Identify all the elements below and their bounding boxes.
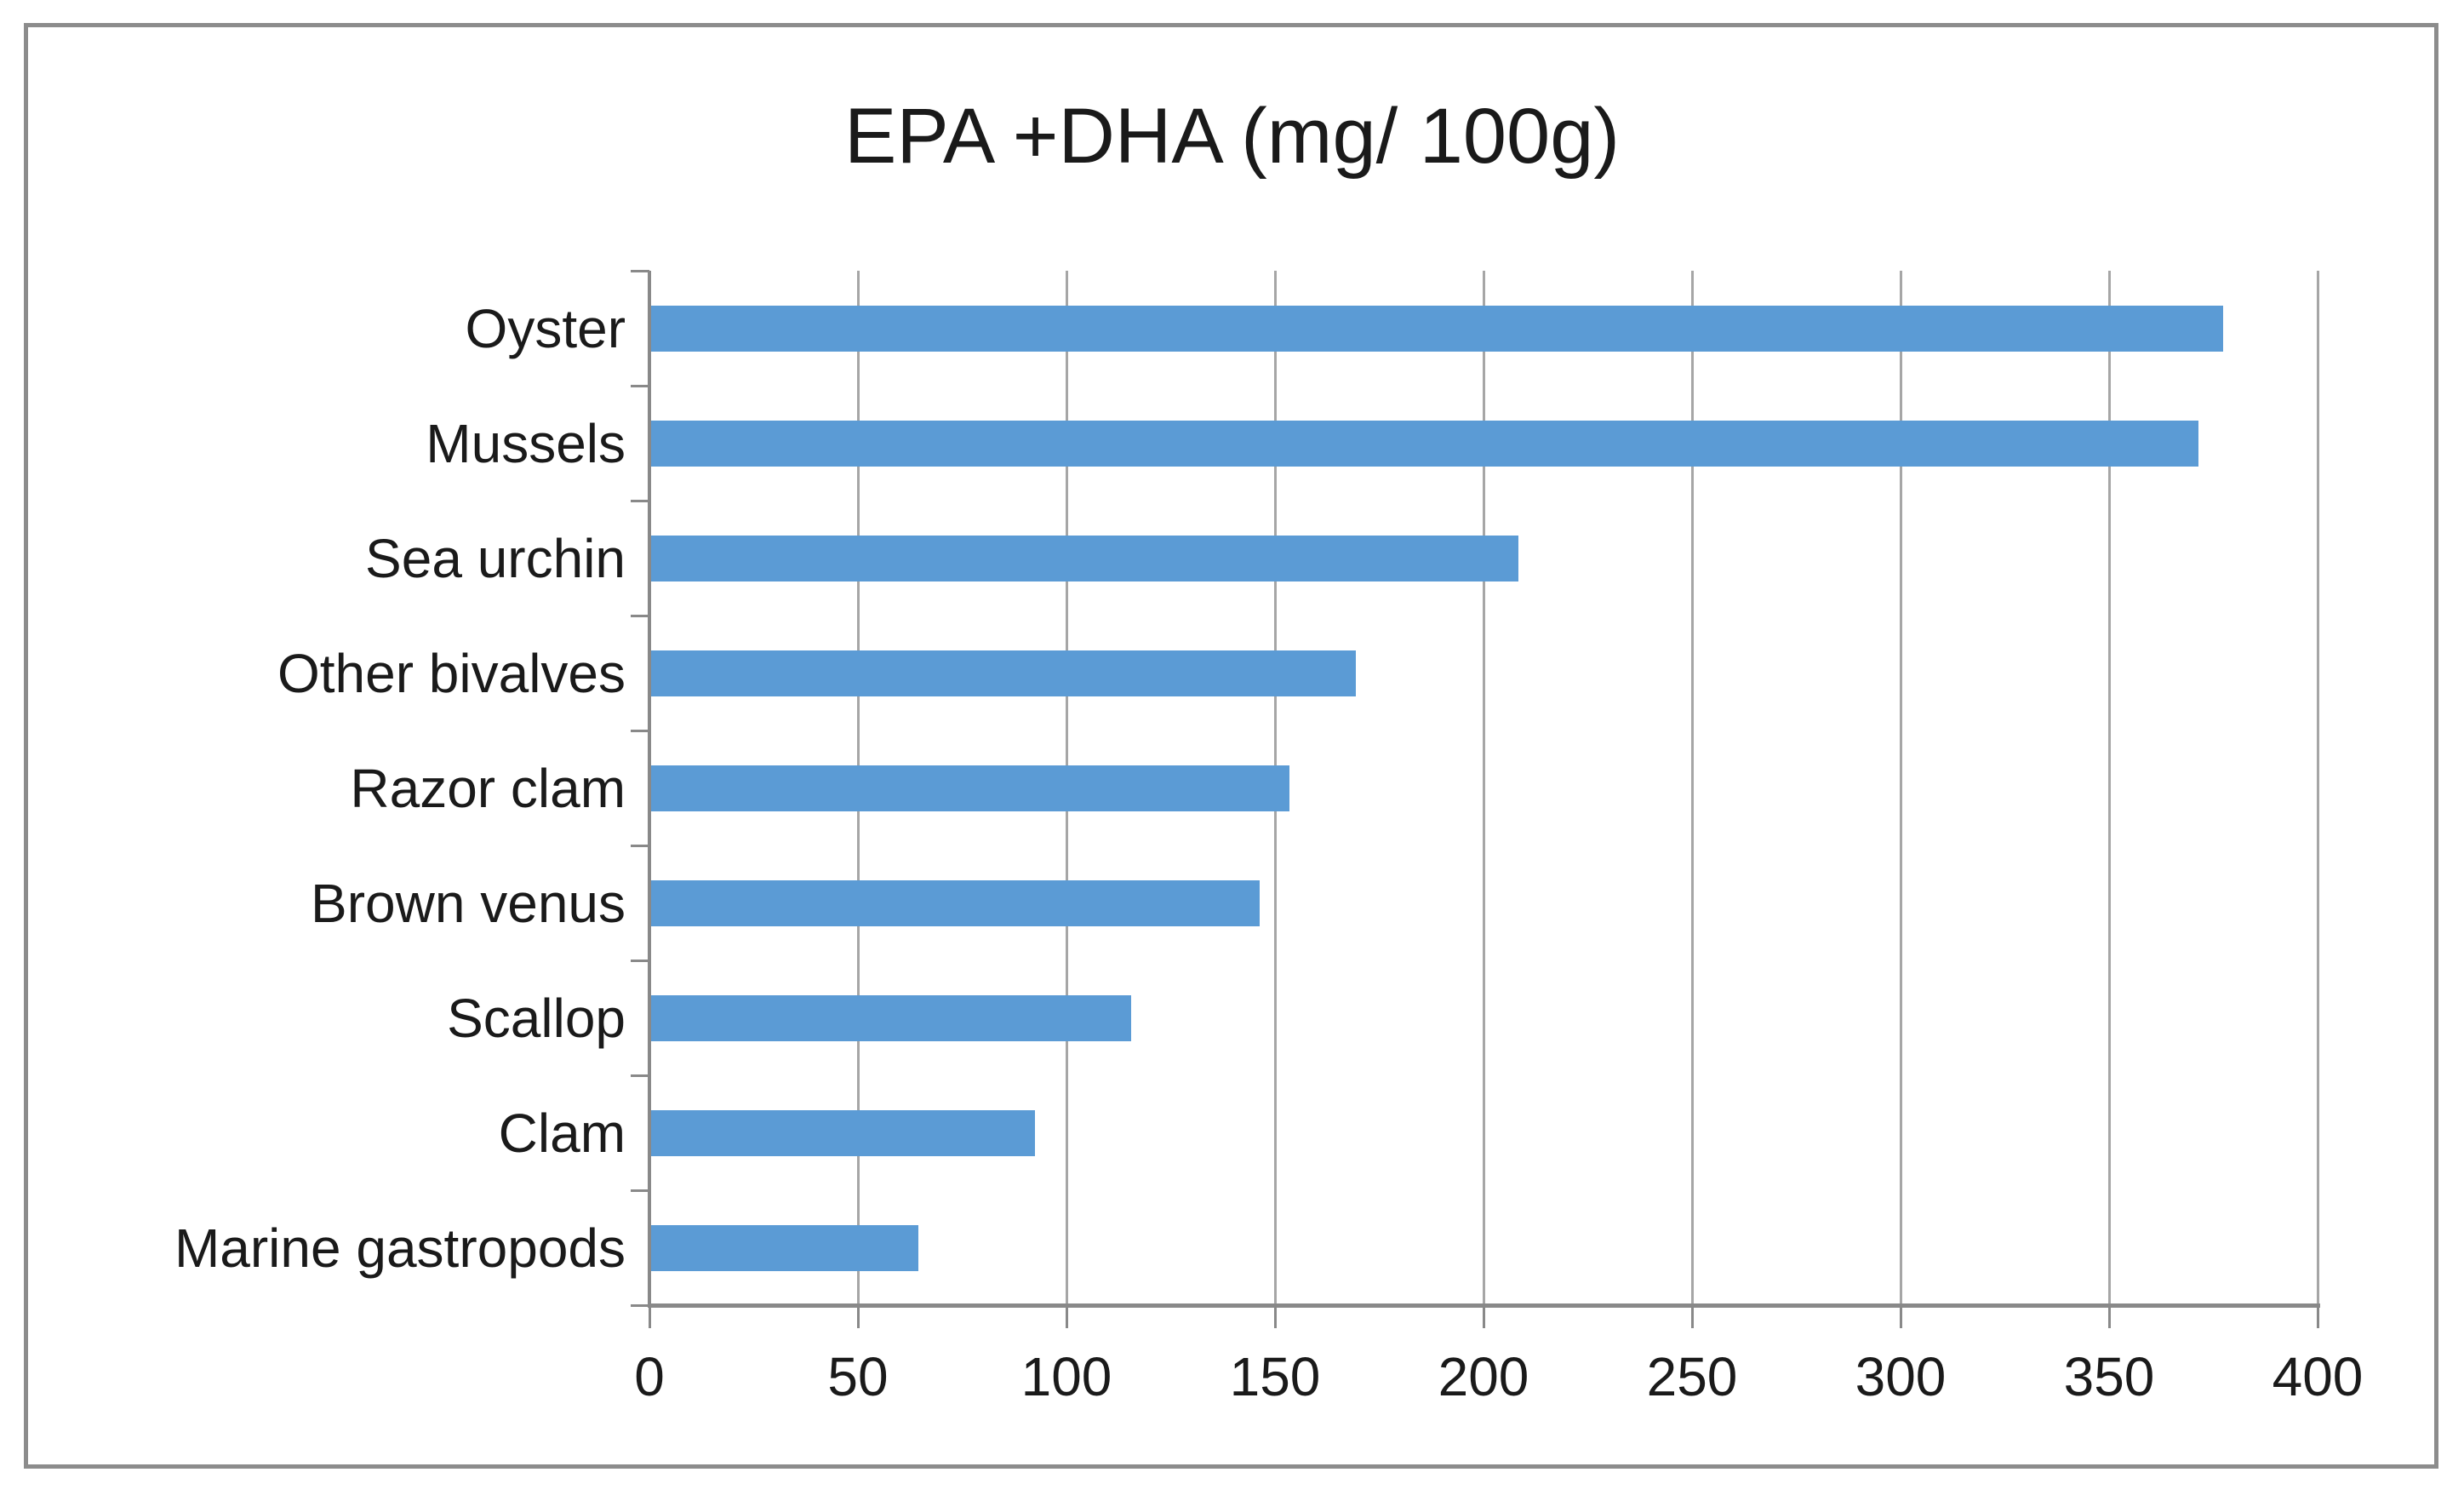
x-tick-mark-350 bbox=[2107, 1308, 2111, 1328]
bar-mussels bbox=[651, 420, 2198, 467]
bar-other-bivalves bbox=[651, 650, 1357, 696]
category-label-brown-venus: Brown venus bbox=[311, 872, 626, 934]
gridline-x-300 bbox=[1899, 271, 1902, 1305]
x-tick-label-0: 0 bbox=[634, 1346, 665, 1407]
category-label-sea-urchin: Sea urchin bbox=[365, 527, 626, 589]
x-tick-label-100: 100 bbox=[1020, 1346, 1112, 1407]
y-tick-mark-6 bbox=[631, 959, 649, 962]
y-tick-mark-5 bbox=[631, 844, 649, 847]
category-label-scallop: Scallop bbox=[447, 987, 626, 1049]
x-tick-mark-50 bbox=[856, 1308, 860, 1328]
y-tick-mark-2 bbox=[631, 499, 649, 502]
bar-sea-urchin bbox=[651, 535, 1519, 581]
x-tick-mark-100 bbox=[1065, 1308, 1068, 1328]
chart-title: EPA +DHA (mg/ 100g) bbox=[843, 93, 1621, 180]
category-label-clam: Clam bbox=[498, 1102, 626, 1164]
x-tick-label-350: 350 bbox=[2063, 1346, 2155, 1407]
y-tick-mark-7 bbox=[631, 1074, 649, 1077]
x-tick-mark-300 bbox=[1899, 1308, 1902, 1328]
category-label-razor-clam: Razor clam bbox=[350, 757, 626, 819]
plot-area bbox=[649, 271, 2319, 1305]
bar-scallop bbox=[651, 994, 1131, 1041]
gridline-x-400 bbox=[2316, 271, 2319, 1305]
y-tick-mark-4 bbox=[631, 729, 649, 732]
category-label-oyster: Oyster bbox=[465, 297, 626, 359]
bar-marine-gastropods bbox=[651, 1224, 918, 1271]
bar-clam bbox=[651, 1109, 1035, 1156]
x-tick-mark-150 bbox=[1273, 1308, 1277, 1328]
category-label-mussels: Mussels bbox=[426, 412, 626, 474]
x-tick-mark-400 bbox=[2316, 1308, 2319, 1328]
y-tick-mark-8 bbox=[631, 1189, 649, 1192]
y-tick-mark-9 bbox=[631, 1303, 649, 1307]
bar-oyster bbox=[651, 305, 2224, 352]
x-tick-mark-0 bbox=[648, 1308, 651, 1328]
gridline-x-200 bbox=[1482, 271, 1485, 1305]
gridline-x-250 bbox=[1690, 271, 1694, 1305]
x-tick-mark-250 bbox=[1690, 1308, 1694, 1328]
y-axis-line bbox=[648, 271, 651, 1307]
category-label-other-bivalves: Other bivalves bbox=[277, 642, 626, 704]
x-tick-label-300: 300 bbox=[1855, 1346, 1947, 1407]
y-tick-mark-0 bbox=[631, 269, 649, 272]
x-axis-line bbox=[648, 1303, 2320, 1308]
category-label-marine-gastropods: Marine gastropods bbox=[174, 1217, 626, 1279]
x-tick-label-150: 150 bbox=[1229, 1346, 1321, 1407]
gridline-x-350 bbox=[2107, 271, 2111, 1305]
x-tick-label-400: 400 bbox=[2272, 1346, 2364, 1407]
x-tick-label-250: 250 bbox=[1646, 1346, 1738, 1407]
y-tick-mark-3 bbox=[631, 614, 649, 617]
bar-brown-venus bbox=[651, 879, 1261, 926]
x-tick-mark-200 bbox=[1482, 1308, 1485, 1328]
y-tick-mark-1 bbox=[631, 384, 649, 387]
chart-frame bbox=[24, 23, 2438, 1469]
x-tick-label-50: 50 bbox=[827, 1346, 889, 1407]
x-tick-label-200: 200 bbox=[1438, 1346, 1529, 1407]
bar-razor-clam bbox=[651, 765, 1289, 811]
